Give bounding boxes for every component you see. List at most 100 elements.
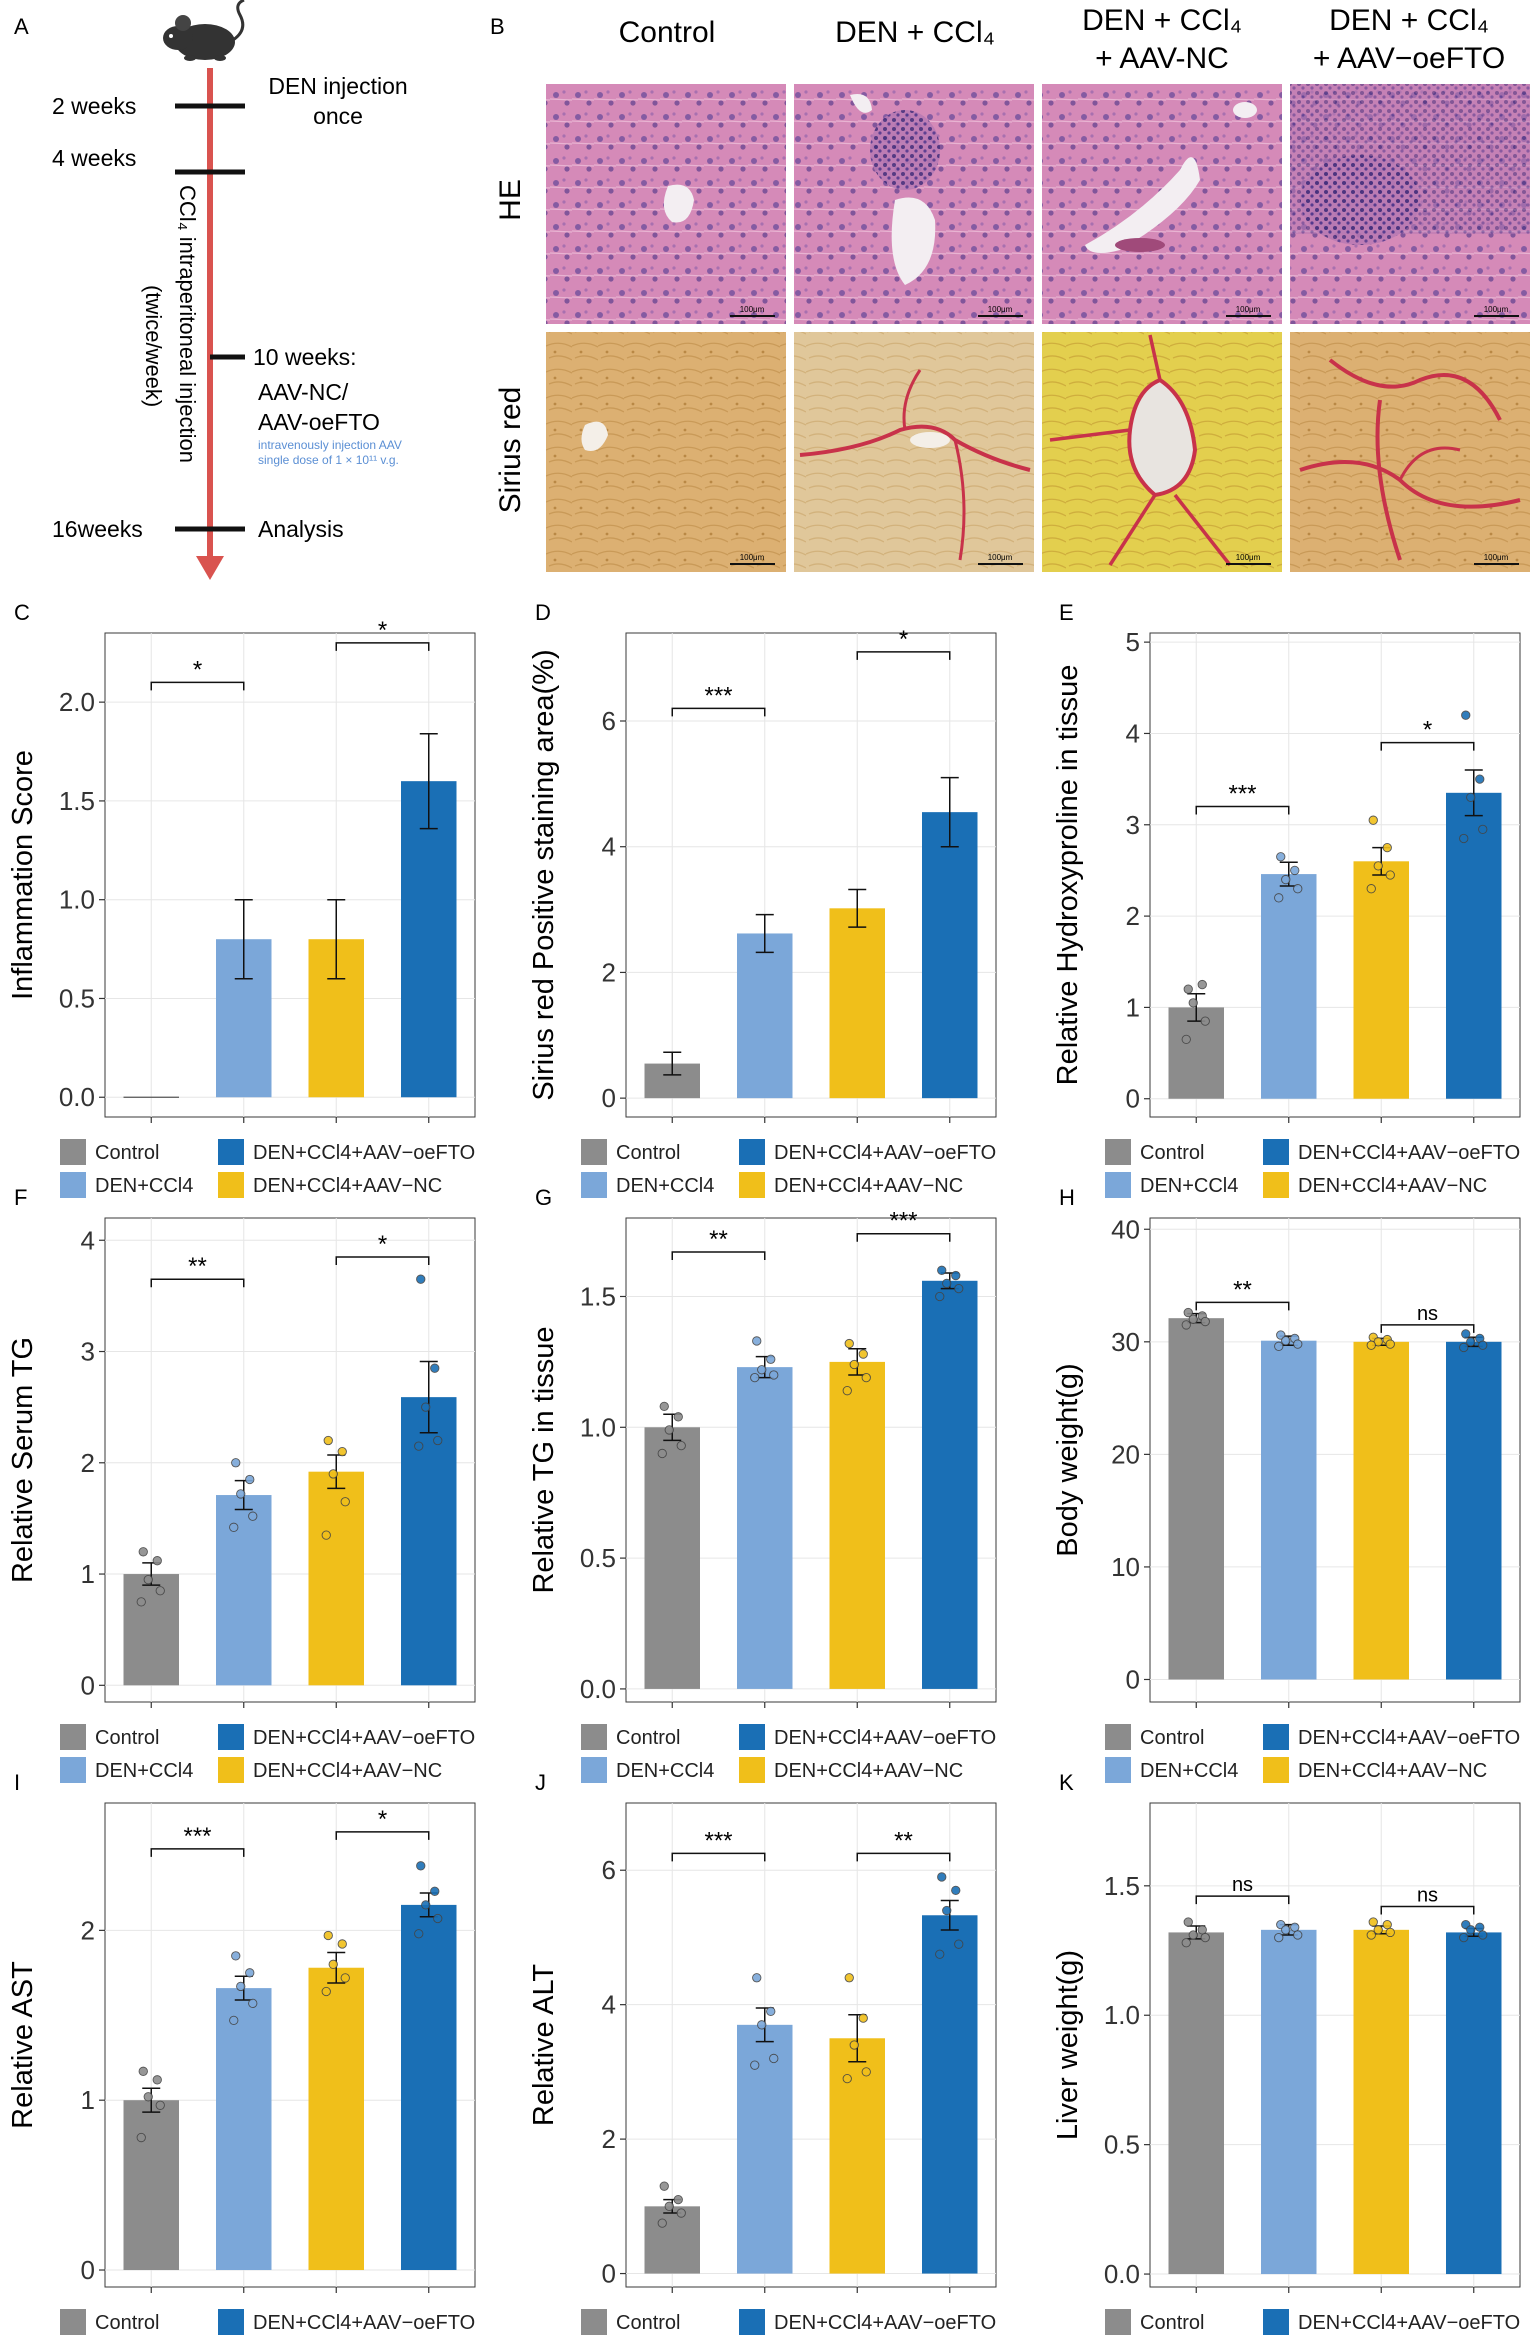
- data-point: [1281, 1925, 1291, 1935]
- data-point: [337, 1939, 347, 1949]
- data-point: [1181, 1938, 1191, 1948]
- bar-h-1: [1261, 1340, 1317, 1680]
- data-point: [1274, 1341, 1284, 1351]
- data-point: [1368, 1917, 1378, 1927]
- legend-label: Control: [95, 1727, 159, 1749]
- data-point: [1478, 824, 1488, 834]
- data-point: [421, 1900, 431, 1910]
- data-point: [664, 2201, 674, 2211]
- data-point: [1276, 852, 1286, 862]
- legend-swatch: [739, 1757, 765, 1783]
- legend-label: DEN+CCl4+AAV−oeFTO: [1298, 2312, 1520, 2334]
- data-point: [664, 1425, 674, 1435]
- event-label: Analysis: [258, 516, 344, 542]
- panel-b-letter: B: [490, 14, 505, 39]
- legend-swatch: [581, 1757, 607, 1783]
- significance-label: ns: [1417, 1885, 1438, 1907]
- data-point: [659, 1401, 669, 1412]
- micrograph-sirius-aav-nc: [1042, 332, 1282, 572]
- significance-bracket: [671, 1251, 766, 1261]
- time-label: 16weeks: [52, 516, 143, 542]
- significance-bracket: [856, 1852, 951, 1862]
- y-tick-label: 4: [602, 1990, 616, 2020]
- panel-letter: I: [14, 1770, 20, 1795]
- significance-label: *: [378, 617, 387, 644]
- row-label-he: HE: [494, 179, 527, 221]
- data-point: [323, 1930, 333, 1941]
- data-point: [1478, 1340, 1488, 1350]
- panel-letter: G: [535, 1185, 552, 1210]
- legend-swatch: [1105, 1172, 1131, 1198]
- data-point: [1183, 1917, 1193, 1927]
- data-point: [155, 2100, 165, 2110]
- data-point: [673, 2194, 683, 2205]
- legend-swatch: [1105, 1139, 1131, 1165]
- column-header: + AAV−oeFTO: [1313, 42, 1505, 75]
- y-tick-label: 1: [81, 2085, 95, 2115]
- y-tick-label: 1.5: [580, 1281, 616, 1311]
- significance-label: **: [709, 1226, 728, 1253]
- panel-letter: J: [535, 1770, 546, 1795]
- data-point: [1466, 1925, 1476, 1935]
- legend-swatch: [739, 2309, 765, 2335]
- legend-label: DEN+CCl4+AAV−oeFTO: [1298, 1142, 1520, 1164]
- data-point: [937, 1872, 947, 1882]
- data-point: [766, 2006, 776, 2017]
- legend-swatch: [581, 1172, 607, 1198]
- data-point: [152, 2075, 162, 2085]
- significance-bracket: [335, 1256, 430, 1265]
- scale-label: 100μm: [988, 553, 1013, 562]
- y-tick-label: 2: [81, 1915, 95, 1945]
- y-tick-label: 0.5: [59, 983, 95, 1013]
- bar-e-3: [1446, 792, 1502, 1099]
- data-point: [752, 1973, 762, 1983]
- data-point: [1366, 1930, 1376, 1940]
- bar-h-2: [1353, 1341, 1409, 1680]
- bar-e-0: [1168, 1007, 1224, 1099]
- micrograph-he-den-ccl4: [794, 84, 1034, 324]
- bar-g-0: [644, 1427, 700, 1689]
- data-point: [657, 1448, 667, 1459]
- legend-swatch: [739, 1172, 765, 1198]
- data-point: [1188, 998, 1198, 1008]
- significance-label: ***: [704, 682, 732, 709]
- data-point: [245, 1968, 255, 1978]
- y-tick-label: 2: [602, 2124, 616, 2154]
- data-point: [858, 1349, 868, 1359]
- scale-label: 100μm: [740, 305, 765, 314]
- data-point: [942, 1905, 952, 1916]
- data-point: [1181, 1320, 1191, 1330]
- mouse-icon: [163, 0, 245, 61]
- y-tick-label: 2: [81, 1448, 95, 1478]
- significance-label: *: [378, 1806, 387, 1833]
- y-tick-label: 0.0: [59, 1082, 95, 1112]
- legend-label: DEN+CCl4+AAV−oeFTO: [774, 2312, 996, 2334]
- scale-label: 100μm: [740, 553, 765, 562]
- data-point: [1274, 893, 1284, 903]
- data-point: [248, 1511, 258, 1521]
- data-point: [676, 1440, 686, 1451]
- legend-swatch: [739, 1724, 765, 1750]
- y-axis-label: Relative Serum TG: [7, 1337, 39, 1583]
- significance-bracket: [1380, 741, 1475, 751]
- data-point: [155, 1586, 165, 1596]
- significance-label: ns: [1232, 1874, 1253, 1896]
- data-point: [1385, 1927, 1395, 1938]
- significance-bracket: [335, 642, 430, 651]
- y-axis-label: Relative ALT: [528, 1964, 560, 2127]
- legend-label: Control: [1140, 1142, 1204, 1164]
- significance-bracket: [150, 1278, 245, 1288]
- data-point: [416, 1861, 426, 1871]
- chart-panel-d: D 0 2 4 6 Sirius red Positive staining area(%…: [528, 600, 997, 1198]
- y-tick-label: 0: [1126, 1664, 1140, 1694]
- legend-label: Control: [95, 1142, 159, 1164]
- ccl4-vertical-label: CCl₄ intraperitoneal injection: [175, 185, 200, 463]
- data-point: [676, 2208, 686, 2218]
- data-point: [842, 2073, 852, 2084]
- legend-swatch: [218, 1724, 244, 1750]
- data-point: [1382, 1919, 1392, 1930]
